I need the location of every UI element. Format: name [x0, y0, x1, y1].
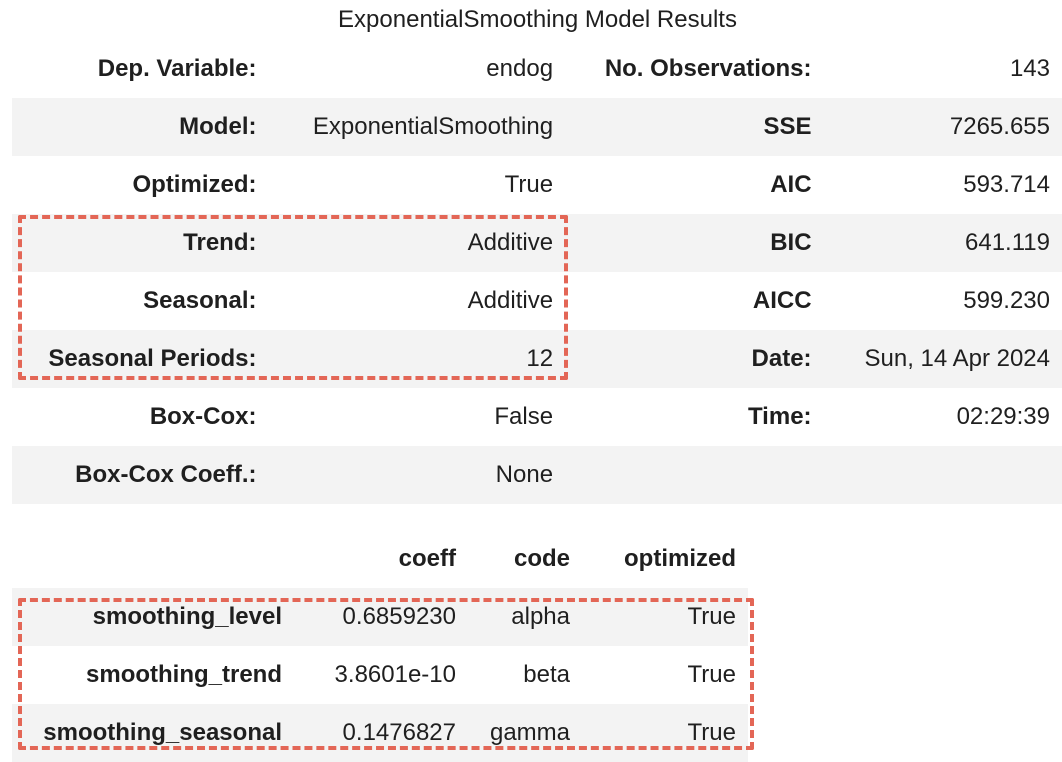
no-observations-value: 143 [1009, 55, 1050, 82]
model-value: ExponentialSmoothing [268, 98, 566, 156]
seasonal-value: Additive [467, 287, 554, 314]
date-value: Sun, 14 Apr 2024 [823, 330, 1062, 388]
aicc-value: 599.230 [963, 287, 1050, 314]
time-label: Time: [747, 403, 812, 430]
seasonal-periods-label: Seasonal Periods: [12, 330, 269, 388]
param-code: beta [523, 661, 570, 688]
table-row: Optimized: True AIC 593.714 [12, 156, 1062, 214]
empty-value [823, 446, 1062, 504]
param-coeff: 0.1476827 [294, 704, 468, 762]
aic-label: AIC [770, 171, 812, 198]
box-cox-value: False [494, 403, 554, 430]
time-value: 02:29:39 [956, 403, 1050, 430]
box-cox-label: Box-Cox: [149, 403, 257, 430]
column-header-code: code [513, 545, 570, 572]
model-label: Model: [12, 98, 269, 156]
param-optimized: True [687, 661, 736, 688]
dep-variable-value: endog [486, 55, 554, 82]
column-header-coeff: coeff [398, 545, 456, 572]
aic-value: 593.714 [963, 171, 1050, 198]
param-coeff: 0.6859230 [294, 588, 468, 646]
param-name: smoothing_level [12, 588, 294, 646]
table-row: Trend: Additive BIC 641.119 [12, 214, 1062, 272]
dep-variable-label: Dep. Variable: [97, 55, 257, 82]
no-observations-label: No. Observations: [604, 55, 812, 82]
model-results-table: Dep. Variable: endog No. Observations: 1… [12, 40, 1062, 504]
parameters-table: coeff code optimized smoothing_level 0.6… [12, 530, 748, 762]
sse-value: 7265.655 [823, 98, 1062, 156]
box-cox-coeff-label: Box-Cox Coeff.: [12, 446, 269, 504]
param-code: alpha [468, 588, 582, 646]
bic-value: 641.119 [823, 214, 1062, 272]
param-code: gamma [468, 704, 582, 762]
table-row: Seasonal: Additive AICC 599.230 [12, 272, 1062, 330]
seasonal-periods-value: 12 [268, 330, 566, 388]
date-label: Date: [565, 330, 824, 388]
table-row: Model: ExponentialSmoothing SSE 7265.655 [12, 98, 1062, 156]
optimized-value: True [504, 171, 554, 198]
optimized-label: Optimized: [132, 171, 257, 198]
trend-label: Trend: [12, 214, 269, 272]
column-header-name [12, 530, 294, 588]
param-coeff: 3.8601e-10 [334, 661, 456, 688]
column-header-optimized: optimized [624, 545, 736, 572]
empty-label [565, 446, 824, 504]
aicc-label: AICC [752, 287, 812, 314]
results-title: ExponentialSmoothing Model Results [338, 6, 737, 33]
table-row: Seasonal Periods: 12 Date: Sun, 14 Apr 2… [12, 330, 1062, 388]
table-header-row: coeff code optimized [12, 530, 748, 588]
trend-value: Additive [268, 214, 566, 272]
sse-label: SSE [565, 98, 824, 156]
param-name: smoothing_seasonal [12, 704, 294, 762]
param-optimized: True [582, 588, 748, 646]
box-cox-coeff-value: None [268, 446, 566, 504]
table-row: smoothing_trend 3.8601e-10 beta True [12, 646, 748, 704]
table-row: Box-Cox: False Time: 02:29:39 [12, 388, 1062, 446]
table-row: smoothing_level 0.6859230 alpha True [12, 588, 748, 646]
table-row: Dep. Variable: endog No. Observations: 1… [12, 40, 1062, 98]
param-name: smoothing_trend [86, 661, 282, 688]
seasonal-label: Seasonal: [143, 287, 257, 314]
param-optimized: True [582, 704, 748, 762]
bic-label: BIC [565, 214, 824, 272]
table-row: Box-Cox Coeff.: None [12, 446, 1062, 504]
table-row: smoothing_seasonal 0.1476827 gamma True [12, 704, 748, 762]
